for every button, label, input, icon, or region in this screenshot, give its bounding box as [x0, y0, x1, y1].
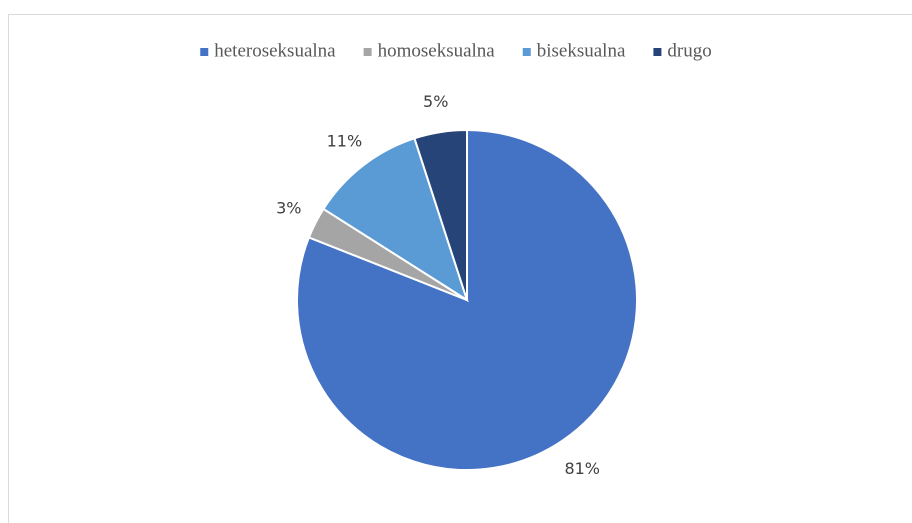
pie-slice [322, 137, 469, 303]
legend-label: heteroseksualna [214, 40, 336, 61]
legend-swatch [363, 48, 372, 56]
data-label: 5% [423, 92, 448, 111]
legend-swatch [653, 48, 662, 56]
data-label: 11% [327, 131, 363, 150]
legend-label: drugo [667, 40, 711, 61]
pie-slice [296, 128, 638, 471]
legend-swatch [200, 48, 209, 56]
legend-label: homoseksualna [378, 40, 496, 61]
data-label: 3% [276, 199, 301, 218]
data-label: 81% [564, 459, 600, 478]
legend-swatch [522, 48, 531, 56]
pie-slice [413, 128, 468, 301]
legend-label: biseksualna [537, 40, 626, 61]
